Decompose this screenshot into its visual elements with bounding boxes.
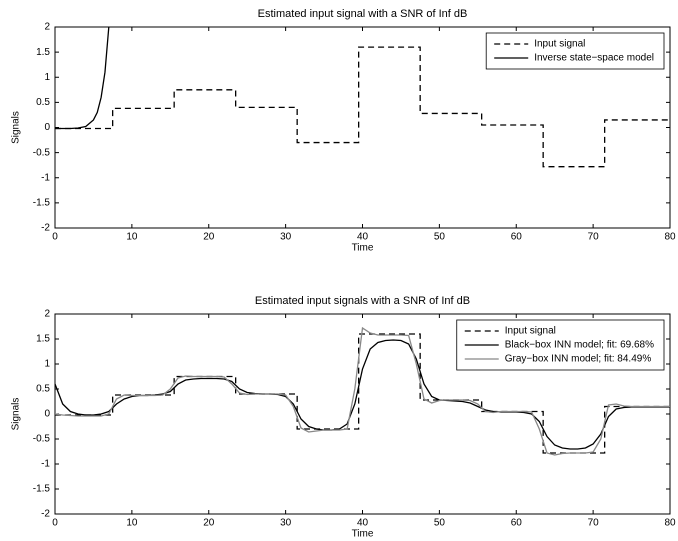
series-line [55,26,110,130]
y-tick-label: 1.5 [36,334,50,345]
y-tick-label: 0 [44,122,50,133]
x-tick-label: 60 [511,232,523,243]
y-tick-label: -1 [41,172,50,183]
chart-title: Estimated input signals with a SNR of In… [255,295,470,307]
y-tick-label: 0.5 [36,97,50,108]
x-tick-label: 0 [52,518,58,529]
y-tick-label: 1 [44,72,50,83]
y-tick-label: 1.5 [36,47,50,58]
x-tick-label: 20 [203,232,215,243]
y-tick-label: 2 [44,309,50,320]
series-line [55,333,670,454]
x-axis-label: Time [352,529,374,540]
y-tick-label: -1.5 [33,198,51,209]
y-tick-label: -1.5 [33,484,51,495]
subplot: Estimated input signal with a SNR of Inf… [11,8,676,254]
legend-label: Inverse state−space model [534,53,654,64]
x-tick-label: 60 [511,518,523,529]
x-tick-label: 10 [126,518,138,529]
x-tick-label: 0 [52,232,58,243]
series-line [54,326,670,456]
y-tick-label: -2 [41,223,50,234]
x-axis-label: Time [352,243,374,254]
x-tick-label: 40 [357,232,369,243]
legend: Input signal Black−box INN model; fit: 69… [456,319,665,371]
y-tick-label: -0.5 [33,147,51,158]
x-tick-label: 80 [664,518,676,529]
y-tick-label: 0.5 [36,384,50,395]
series-line [55,46,670,168]
legend-box [485,32,665,70]
subplot: Estimated input signals with a SNR of In… [11,295,676,540]
legend: Input signal Inverse state−space model [485,32,665,70]
chart-title: Estimated input signal with a SNR of Inf… [258,8,468,20]
series-line [54,339,670,450]
legend-label: Input signal [505,326,556,337]
y-axis-label: Signals [11,398,22,431]
y-tick-label: 2 [44,22,50,33]
x-tick-label: 40 [357,518,369,529]
y-tick-label: -0.5 [33,434,51,445]
y-tick-label: -1 [41,459,50,470]
x-tick-label: 70 [588,232,600,243]
x-tick-label: 30 [280,518,292,529]
x-tick-label: 50 [434,232,446,243]
y-tick-label: 1 [44,359,50,370]
legend-label: Gray−box INN model; fit: 84.49% [505,354,652,365]
y-tick-label: -2 [41,509,50,520]
legend-label: Black−box INN model; fit: 69.68% [505,340,654,351]
x-tick-label: 70 [588,518,600,529]
x-tick-label: 30 [280,232,292,243]
x-tick-label: 10 [126,232,138,243]
x-tick-label: 80 [664,232,676,243]
x-tick-label: 50 [434,518,446,529]
y-tick-label: 0 [44,409,50,420]
y-axis-label: Signals [11,111,22,144]
legend-label: Input signal [534,39,585,50]
x-tick-label: 20 [203,518,215,529]
